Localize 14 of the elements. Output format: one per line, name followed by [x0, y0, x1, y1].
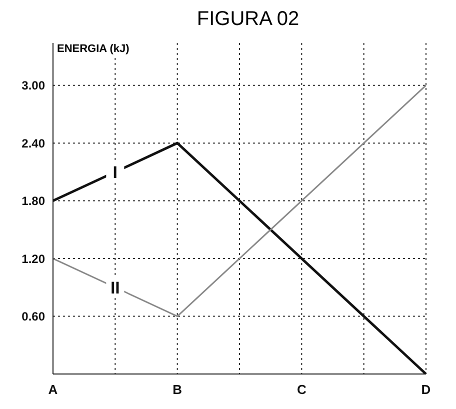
y-axis-title: ENERGIA (kJ) [57, 43, 130, 55]
y-tick-label: 0.60 [22, 310, 46, 324]
x-tick-label: B [172, 382, 182, 397]
x-tick-label: A [48, 382, 58, 397]
x-tick-label: D [421, 382, 431, 397]
y-tick-label: 2.40 [22, 136, 46, 150]
y-tick-label: 1.80 [22, 194, 46, 208]
y-tick-label: 1.20 [22, 252, 46, 266]
y-tick-label: 3.00 [22, 78, 46, 93]
x-tick-label: C [296, 382, 307, 397]
line-series [52, 84, 427, 318]
series-label: II [110, 278, 120, 298]
series-label: I [112, 162, 118, 182]
chart-title: FIGURA 02 [196, 8, 300, 31]
